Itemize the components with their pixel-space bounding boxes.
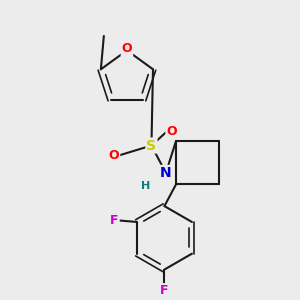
Text: N: N bbox=[160, 166, 172, 180]
Text: O: O bbox=[109, 149, 119, 162]
Text: S: S bbox=[146, 139, 156, 152]
Text: H: H bbox=[141, 181, 150, 191]
Text: O: O bbox=[122, 42, 132, 56]
Text: O: O bbox=[166, 124, 177, 138]
Text: F: F bbox=[160, 284, 169, 297]
Text: F: F bbox=[110, 214, 119, 227]
